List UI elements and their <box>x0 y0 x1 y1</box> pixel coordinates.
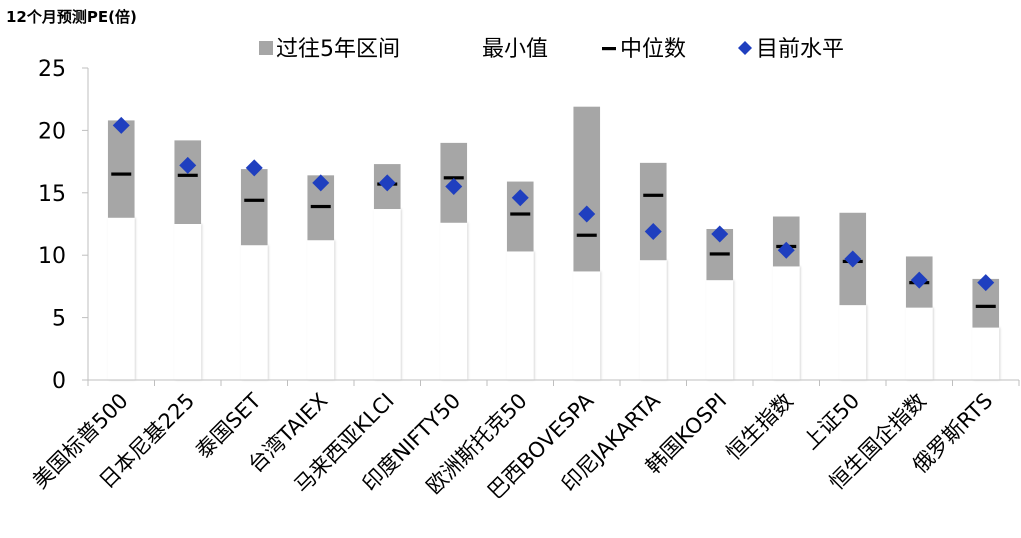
current-marker <box>578 205 596 223</box>
y-tick-label: 20 <box>38 119 66 144</box>
min-bar <box>307 240 335 380</box>
legend-swatch-min <box>466 41 480 55</box>
min-bar <box>174 224 202 380</box>
current-marker <box>445 178 463 196</box>
current-marker <box>312 174 330 192</box>
current-marker <box>844 250 862 268</box>
current-marker <box>711 225 729 243</box>
legend-label-min: 最小值 <box>482 37 548 62</box>
min-bar <box>506 251 534 380</box>
median-marker <box>975 304 996 308</box>
range-bar <box>174 140 202 224</box>
median-marker <box>576 233 597 237</box>
current-marker <box>977 274 995 292</box>
current-marker <box>910 271 928 289</box>
category-label: 上证50 <box>799 389 865 455</box>
median-marker <box>177 173 198 177</box>
min-bar <box>839 305 867 380</box>
min-bar <box>107 217 135 380</box>
current-marker <box>179 156 197 174</box>
median-marker <box>643 193 664 197</box>
median-marker <box>709 252 730 256</box>
y-tick-label: 10 <box>38 244 66 269</box>
y-tick-label: 0 <box>52 369 66 394</box>
bars-layer <box>107 106 1000 380</box>
min-bar <box>706 280 734 380</box>
current-marker <box>245 159 263 177</box>
legend-label-range: 过往5年区间 <box>276 37 400 62</box>
range-bar <box>573 106 601 272</box>
median-marker <box>310 204 331 209</box>
y-tick-label: 5 <box>52 307 66 332</box>
legend-label-current: 目前水平 <box>756 37 844 62</box>
range-bar <box>772 216 800 267</box>
range-bar <box>107 120 135 218</box>
median-marker <box>443 176 464 180</box>
min-bar <box>639 260 667 380</box>
min-bar <box>905 307 933 380</box>
legend-swatch-range <box>259 41 273 55</box>
y-tick-label: 25 <box>38 57 66 82</box>
min-bar <box>240 245 268 380</box>
min-bar <box>772 266 800 380</box>
min-bar <box>972 327 1000 380</box>
legend-swatch-median <box>602 47 616 51</box>
current-marker <box>112 116 130 134</box>
marks-layer <box>111 116 996 308</box>
current-marker <box>378 174 396 192</box>
legend-swatch-current <box>738 41 752 55</box>
current-marker <box>511 189 529 207</box>
min-bar <box>373 209 401 380</box>
legend-label-median: 中位数 <box>620 37 686 62</box>
current-marker <box>644 222 662 240</box>
current-marker <box>777 241 795 259</box>
median-marker <box>510 212 531 216</box>
min-bar <box>573 271 601 380</box>
median-marker <box>111 172 132 176</box>
min-bar <box>440 222 468 380</box>
y-tick-label: 15 <box>38 182 66 207</box>
category-label: 恒生指数 <box>721 389 797 465</box>
range-bar <box>240 169 268 246</box>
legend: 过往5年区间 最小值 中位数 目前水平 <box>259 37 844 62</box>
median-marker <box>244 198 265 202</box>
chart-title: 12个月预测PE(倍) <box>6 8 137 26</box>
range-bar <box>639 162 667 261</box>
